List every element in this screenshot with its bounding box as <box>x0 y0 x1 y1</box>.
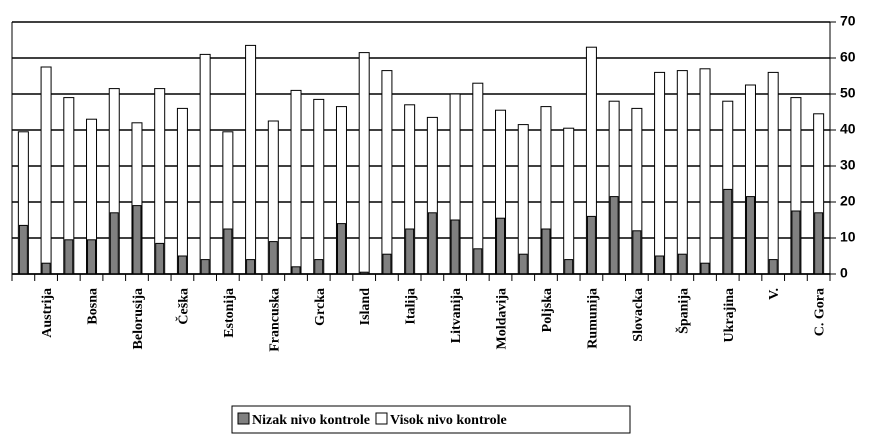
x-tick-label: Francuska <box>267 288 282 352</box>
x-tick-label: Belorusija <box>131 288 146 349</box>
bar <box>632 230 642 275</box>
bar <box>314 259 324 275</box>
x-tick-label: Češka <box>174 288 191 325</box>
bar <box>155 242 165 275</box>
bar <box>41 262 51 275</box>
y-tick-label: 70 <box>840 13 856 29</box>
bar <box>109 212 119 275</box>
bar <box>586 215 596 275</box>
x-tick-label: Austrija <box>40 288 55 338</box>
bar <box>450 219 460 275</box>
bar <box>427 212 437 275</box>
bar <box>382 253 392 275</box>
legend-swatch <box>237 412 250 425</box>
x-tick-label: V. <box>767 288 782 300</box>
bar <box>200 259 210 275</box>
bar <box>245 44 257 275</box>
bar <box>700 262 710 275</box>
y-tick-label: 40 <box>840 121 856 137</box>
x-tick-label: Španija <box>674 288 691 334</box>
bar <box>472 82 484 275</box>
bar <box>768 259 778 275</box>
bar <box>654 71 666 275</box>
bar <box>791 210 801 275</box>
bar <box>381 70 393 275</box>
bar <box>223 228 233 275</box>
bar <box>246 259 256 275</box>
bar <box>199 53 211 275</box>
y-tick-label: 10 <box>840 229 856 245</box>
x-tick-label: Poljska <box>540 288 555 332</box>
x-tick-label: Slovacka <box>631 288 646 342</box>
bar <box>676 70 688 275</box>
x-tick-label: Moldavija <box>495 288 510 349</box>
bar <box>564 259 574 275</box>
legend-box <box>231 405 631 434</box>
bar <box>745 196 755 275</box>
bar <box>40 66 52 275</box>
y-tick-label: 30 <box>840 157 856 173</box>
x-tick-label: Italija <box>404 288 419 325</box>
x-tick-label: Estonija <box>222 288 237 338</box>
bar <box>814 212 824 275</box>
y-tick-label: 0 <box>840 265 848 281</box>
legend-label: Visok nivo kontrole <box>390 413 507 428</box>
bar <box>358 52 370 275</box>
x-tick-label: C. Gora <box>813 288 828 336</box>
bar <box>290 89 302 275</box>
bar <box>18 224 28 275</box>
bar <box>132 205 142 275</box>
bar <box>723 188 733 275</box>
bar <box>313 98 325 275</box>
x-tick-label: Grcka <box>313 288 328 326</box>
bar <box>767 71 779 275</box>
bar <box>541 228 551 275</box>
bar <box>268 241 278 275</box>
bar <box>291 266 301 275</box>
x-tick-label: Island <box>358 288 373 326</box>
bar <box>473 248 483 275</box>
legend-label: Nizak nivo kontrole <box>252 413 370 428</box>
y-tick-label: 50 <box>840 85 856 101</box>
bar <box>609 196 619 275</box>
bar <box>677 253 687 275</box>
bar <box>336 223 346 275</box>
x-tick-label: Bosna <box>86 288 101 325</box>
bar <box>64 239 74 275</box>
y-tick-label: 60 <box>840 49 856 65</box>
bar <box>517 124 529 275</box>
x-tick-label: Rumunija <box>585 288 600 349</box>
bar <box>518 253 528 275</box>
bar <box>496 217 506 275</box>
bar <box>563 127 575 275</box>
x-tick-label: Litvanija <box>449 288 464 343</box>
bar <box>405 228 415 275</box>
bar <box>655 255 665 275</box>
y-tick-label: 20 <box>840 193 856 209</box>
x-tick-label: Ukrajina <box>722 288 737 342</box>
bar <box>177 255 187 275</box>
bar <box>176 107 188 275</box>
bar <box>699 68 711 275</box>
bar <box>87 239 97 275</box>
legend-swatch <box>375 412 388 425</box>
